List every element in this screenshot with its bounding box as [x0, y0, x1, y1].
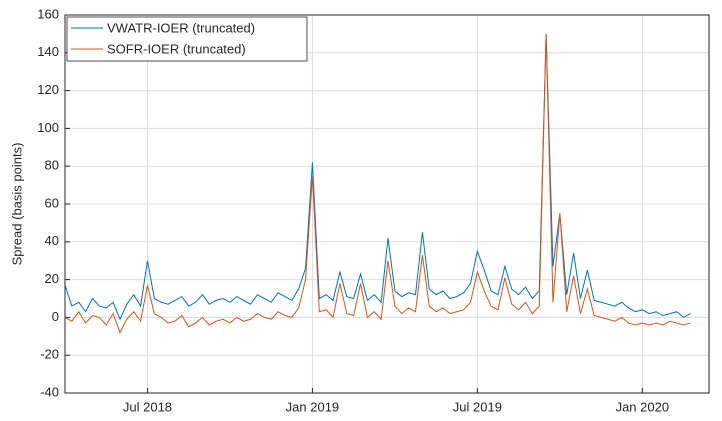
y-tick-label: 100 [37, 120, 59, 135]
y-tick-label: 80 [45, 158, 59, 173]
y-tick-label: 0 [52, 309, 59, 324]
y-tick-label: 140 [37, 44, 59, 59]
y-tick-label: -40 [40, 384, 59, 399]
y-axis-label: Spread (basis points) [9, 143, 24, 266]
y-tick-label: 60 [45, 195, 59, 210]
x-tick-label: Jul 2019 [453, 399, 502, 414]
legend-label: SOFR-IOER (truncated) [107, 41, 246, 56]
x-tick-label: Jan 2019 [286, 399, 340, 414]
series-line [64, 33, 691, 334]
legend-label: VWATR-IOER (truncated) [107, 20, 255, 35]
plot-frame [64, 14, 710, 394]
y-tick-label: 120 [37, 82, 59, 97]
y-tick-label: 40 [45, 233, 59, 248]
y-tick-label: -20 [40, 347, 59, 362]
y-tick-label: 20 [45, 271, 59, 286]
x-tick-label: Jan 2020 [616, 399, 670, 414]
y-tick-label: 160 [37, 6, 59, 21]
series-line [64, 33, 691, 321]
legend-box [66, 16, 308, 62]
x-tick-label: Jul 2018 [123, 399, 172, 414]
